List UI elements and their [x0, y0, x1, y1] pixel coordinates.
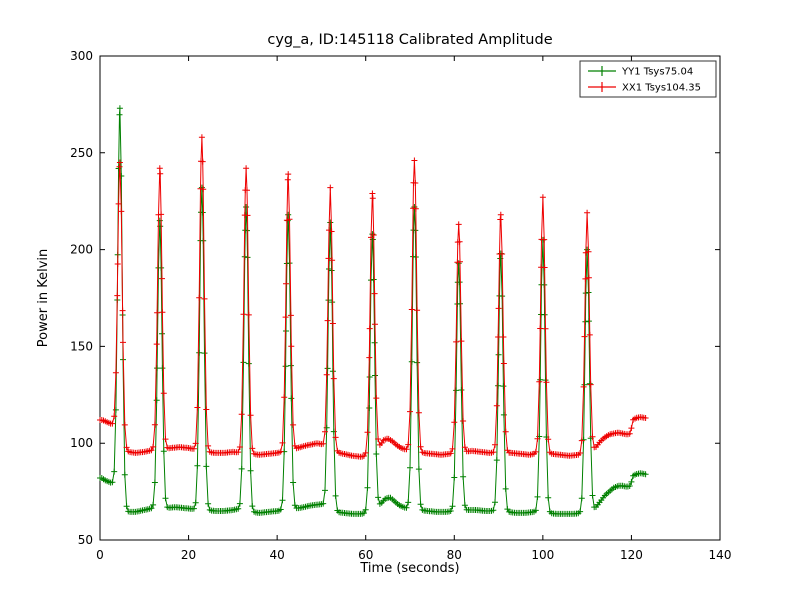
- x-tick-label: 100: [531, 548, 554, 562]
- legend-label-xx1: XX1 Tsys104.35: [622, 83, 701, 94]
- tick-marks: [99, 55, 721, 541]
- y-tick-label: 50: [78, 533, 93, 547]
- chart-title: cyg_a, ID:145118 Calibrated Amplitude: [267, 32, 552, 48]
- x-tick-label: 60: [358, 548, 373, 562]
- x-tick-label: 40: [270, 548, 285, 562]
- x-tick-label: 80: [447, 548, 462, 562]
- legend-box: [579, 60, 717, 98]
- y-tick-label: 300: [70, 49, 93, 63]
- x-tick-label: 120: [620, 548, 643, 562]
- axis-tick-labels: 0 20 40 60 80 100 120 140 50 100 150 200 250 300: [70, 49, 731, 562]
- legend-item-yy1: YY1 Tsys75.04: [588, 66, 693, 78]
- series-line-xx1: [100, 137, 646, 458]
- axis-ticks: [99, 55, 721, 541]
- series-markers-xx1: [97, 134, 649, 460]
- series-markers-yy1: [97, 105, 649, 517]
- x-axis-label: Time (seconds): [359, 561, 459, 576]
- data-series: [97, 105, 649, 517]
- x-tick-label: 20: [181, 548, 196, 562]
- legend-swatch-xx1: [588, 82, 616, 92]
- plot-frame: [99, 55, 721, 541]
- y-tick-label: 100: [70, 436, 93, 450]
- legend-item-xx1: XX1 Tsys104.35: [588, 82, 701, 94]
- y-tick-label: 250: [70, 146, 93, 160]
- y-tick-label: 150: [70, 339, 93, 353]
- y-axis-label: Power in Kelvin: [36, 249, 51, 347]
- legend: YY1 Tsys75.04 XX1 Tsys104.35: [579, 60, 717, 98]
- x-tick-label: 0: [96, 548, 104, 562]
- legend-label-yy1: YY1 Tsys75.04: [621, 67, 693, 78]
- y-tick-label: 200: [70, 243, 93, 257]
- legend-swatch-yy1: [588, 66, 616, 76]
- x-tick-label: 140: [709, 548, 732, 562]
